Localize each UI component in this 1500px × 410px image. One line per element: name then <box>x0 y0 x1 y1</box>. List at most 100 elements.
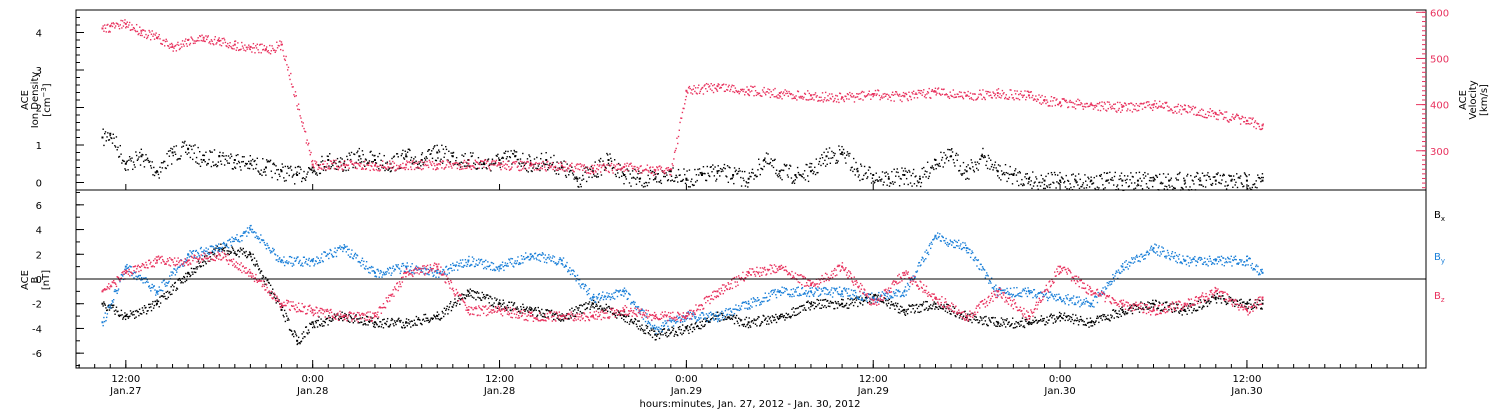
bx-series-sample <box>1165 301 1167 304</box>
velocity-series-sample <box>888 94 890 96</box>
bx-series-sample <box>195 266 198 268</box>
velocity-series-sample <box>777 94 779 96</box>
bx-series-sample <box>461 293 463 295</box>
velocity-series-point <box>934 90 937 93</box>
velocity-series-sample <box>434 164 436 167</box>
velocity-series-sample <box>658 165 660 168</box>
bx-series-sample <box>191 271 193 273</box>
bx-series-sample <box>749 326 752 328</box>
bx-series-sample <box>681 324 684 326</box>
bx-series-sample <box>595 303 598 306</box>
ion-density-series-sample <box>1130 172 1132 174</box>
velocity-series-sample <box>329 168 331 170</box>
bx-series-sample <box>983 316 986 318</box>
bx-series-sample <box>775 321 778 324</box>
velocity-series-sample <box>1021 96 1024 99</box>
velocity-series-sample <box>1260 128 1262 131</box>
velocity-series-sample <box>769 96 772 99</box>
velocity-series-sample <box>793 96 796 98</box>
velocity-series-sample <box>209 43 212 45</box>
bx-series-sample <box>740 319 743 321</box>
ion-density-series-sample <box>424 157 426 160</box>
bx-series-sample <box>248 251 251 253</box>
velocity-series-sample <box>1025 98 1027 101</box>
ion-density-series-sample <box>448 150 450 153</box>
bx-series-sample <box>624 320 626 323</box>
velocity-series-sample <box>963 91 965 94</box>
velocity-series-sample <box>587 171 589 174</box>
ion-density-series-sample <box>1211 184 1213 187</box>
bx-series-sample <box>468 292 471 294</box>
bx-series-sample <box>282 314 284 317</box>
velocity-series-sample <box>954 93 956 96</box>
ion-density-series-sample <box>596 176 598 178</box>
ion-density-series-sample <box>555 173 557 175</box>
velocity-series-sample <box>578 163 580 166</box>
ion-density-series-sample <box>716 172 719 174</box>
velocity-series-sample <box>1182 108 1184 111</box>
ion-density-series-sample <box>519 158 522 160</box>
bx-series-sample <box>823 299 825 301</box>
velocity-series-sample <box>810 94 812 96</box>
bx-series-sample <box>1036 322 1038 324</box>
bx-series-sample <box>389 323 392 326</box>
ion-density-series-sample <box>184 151 187 154</box>
bx-series-sample <box>1178 312 1181 314</box>
velocity-series-sample <box>968 95 970 98</box>
bx-series-sample <box>157 300 160 303</box>
by-series-sample <box>138 277 141 280</box>
velocity-series-sample <box>499 164 501 166</box>
velocity-series-sample <box>1103 101 1106 104</box>
ion-density-series-sample <box>1090 176 1092 178</box>
ion-density-series-sample <box>936 163 938 165</box>
ion-density-series-sample <box>951 148 953 150</box>
velocity-series-sample <box>744 91 747 93</box>
velocity-series-sample <box>616 163 618 166</box>
velocity-series-sample <box>681 111 684 114</box>
bx-series-sample <box>1081 320 1083 322</box>
bx-series-sample <box>105 309 108 312</box>
bx-series-sample <box>921 305 923 307</box>
ion-density-series-sample <box>115 136 118 138</box>
ion-density-series-sample <box>386 161 389 163</box>
velocity-series-sample <box>993 92 995 94</box>
ion-density-series-sample <box>651 171 653 173</box>
velocity-series-sample <box>622 166 624 168</box>
velocity-series-sample <box>739 91 741 93</box>
ion-density-series-sample <box>1173 187 1176 190</box>
ion-density-series-point <box>778 170 781 173</box>
velocity-series-sample <box>435 168 438 170</box>
velocity-series-sample <box>774 87 776 90</box>
bx-series-sample <box>1016 325 1018 328</box>
velocity-series-sample <box>121 20 124 22</box>
ion-density-series-sample <box>670 175 673 177</box>
ion-density-series-sample <box>1164 185 1166 187</box>
ion-density-series-sample <box>1074 175 1077 177</box>
velocity-series-sample <box>823 99 825 101</box>
ion-density-series-sample <box>474 163 477 166</box>
by-series-sample <box>206 250 208 252</box>
velocity-series-sample <box>511 162 514 164</box>
ion-density-series-sample <box>1260 176 1263 179</box>
ion-density-series-sample <box>578 177 581 179</box>
by-series-point <box>101 321 104 324</box>
bx-series-sample <box>1208 302 1211 305</box>
velocity-series-sample <box>650 172 652 175</box>
bx-series-sample <box>412 324 415 326</box>
ion-density-series-sample <box>360 158 362 160</box>
ion-density-series-sample <box>695 174 698 176</box>
bx-series-sample <box>321 323 323 325</box>
velocity-series-sample <box>178 48 181 51</box>
bx-series-point <box>467 290 470 293</box>
velocity-series-sample <box>737 90 740 92</box>
bx-series-sample <box>168 292 170 294</box>
bx-series-sample <box>263 280 266 283</box>
bx-series-sample <box>1231 300 1233 302</box>
ion-density-series-sample <box>557 173 560 175</box>
ion-density-series-sample <box>634 168 636 171</box>
ion-density-series-sample <box>527 171 529 173</box>
bx-series-sample <box>914 310 916 312</box>
bx-series-sample <box>244 252 246 254</box>
bx-series-sample <box>458 297 460 300</box>
velocity-series-sample <box>1123 105 1125 108</box>
